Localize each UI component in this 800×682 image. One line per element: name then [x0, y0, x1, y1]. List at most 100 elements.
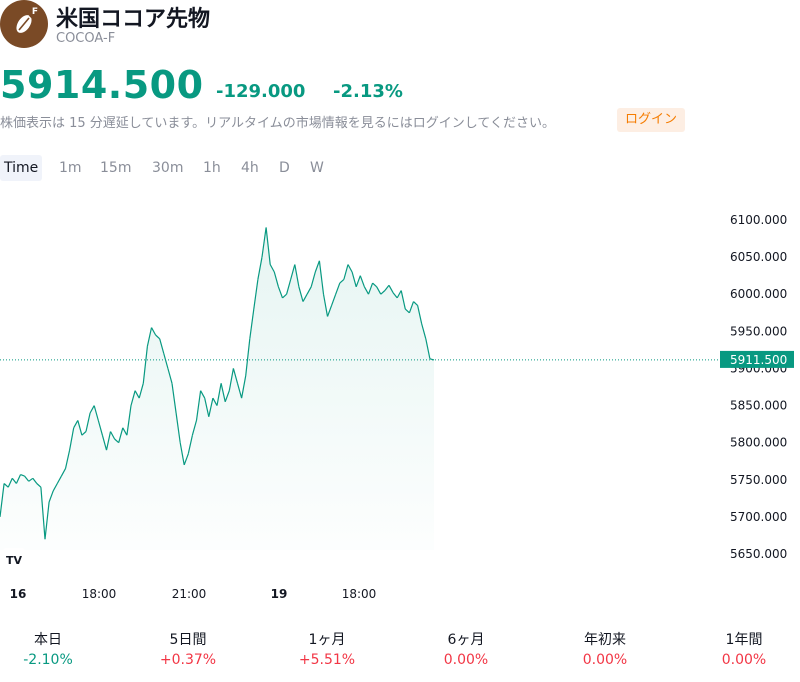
- price-line-segment: [183, 453, 189, 466]
- price-line-segment: [191, 420, 198, 436]
- price-line-segment: [359, 275, 365, 288]
- price-line-segment: [310, 271, 316, 287]
- price-line-segment: [249, 309, 255, 339]
- timeframe-1m[interactable]: 1m: [59, 160, 82, 176]
- price-line-segment: [302, 293, 308, 302]
- price-line-segment: [404, 308, 410, 314]
- y-tick-label: 5850.000: [730, 399, 787, 413]
- instrument-ticker: COCOA-F: [56, 31, 116, 46]
- period-change: +0.37%: [159, 652, 217, 668]
- price-line-segment: [253, 279, 259, 310]
- price-line-segment: [269, 264, 275, 273]
- price-line-segment: [351, 271, 357, 287]
- price-line-segment: [306, 286, 312, 295]
- price-line-segment: [408, 301, 415, 314]
- timeframe-w[interactable]: W: [310, 160, 324, 176]
- price-line-segment: [85, 412, 91, 432]
- price-line-segment: [339, 278, 345, 284]
- period-change: 0.00%: [443, 652, 489, 668]
- price-line-segment: [204, 397, 210, 417]
- price-line-segment: [347, 264, 353, 273]
- price-line-segment: [314, 260, 320, 273]
- price-line-segment: [167, 368, 173, 384]
- price-line-segment: [273, 271, 279, 287]
- price-line-segment: [208, 397, 214, 417]
- price-line-segment: [322, 294, 329, 317]
- price-line-segment: [109, 431, 116, 440]
- price-area: [0, 227, 434, 550]
- timeframe-d[interactable]: D: [279, 160, 290, 176]
- tradingview-logo[interactable]: TV: [3, 548, 25, 570]
- price-line-segment: [64, 449, 71, 469]
- price-line-segment: [343, 264, 349, 280]
- period-tab[interactable]: 5日間 +0.37%: [138, 630, 238, 670]
- period-tab[interactable]: 本日 -2.10%: [0, 630, 98, 670]
- price-line-segment: [146, 327, 153, 347]
- price-line-segment: [380, 290, 386, 295]
- price-line-segment: [20, 474, 25, 477]
- price-line-segment: [384, 284, 390, 291]
- price-chart[interactable]: 6100.0006050.0006000.0005950.0005900.000…: [0, 190, 800, 610]
- price-line-segment: [40, 487, 46, 540]
- period-tab[interactable]: 1ヶ月 +5.51%: [277, 630, 377, 670]
- price-line-segment: [228, 368, 234, 391]
- price-line-segment: [0, 483, 5, 517]
- y-tick-label: 5700.000: [730, 510, 787, 524]
- timeframe-15m[interactable]: 15m: [100, 160, 132, 176]
- price-line-segment: [44, 501, 50, 540]
- price-line-segment: [212, 397, 218, 406]
- price-line-segment: [216, 383, 222, 406]
- price-line-segment: [220, 383, 226, 402]
- price-line-segment: [163, 353, 169, 369]
- timeframe-4h[interactable]: 4h: [241, 160, 259, 176]
- price-line-segment: [421, 323, 427, 339]
- timeframe-1h[interactable]: 1h: [203, 160, 221, 176]
- price-line-segment: [97, 420, 103, 436]
- price-line-segment: [367, 282, 374, 295]
- period-label: 年初来: [584, 632, 626, 648]
- y-tick-label: 5800.000: [730, 436, 787, 450]
- period-label: 本日: [34, 632, 62, 648]
- price-line-segment: [36, 483, 42, 488]
- price-line-segment: [175, 412, 181, 443]
- timeframe-time[interactable]: Time: [0, 155, 43, 181]
- price-line-segment: [294, 264, 300, 287]
- period-tab[interactable]: 年初来 0.00%: [555, 630, 655, 670]
- price-line-segment: [318, 260, 325, 295]
- period-label: 1年間: [725, 632, 763, 648]
- price-line-segment: [286, 279, 292, 295]
- price-line-segment: [187, 435, 193, 454]
- price-line-segment: [73, 420, 79, 429]
- price-line-segment: [15, 474, 22, 484]
- login-button[interactable]: ログイン: [617, 108, 686, 132]
- delay-notice: 株価表示は 15 分遅延しています。リアルタイムの市場情報を見るにはログインして…: [0, 116, 555, 131]
- period-tab[interactable]: 6ヶ月 0.00%: [416, 630, 516, 670]
- y-tick-label: 6050.000: [730, 250, 787, 264]
- timeframe-30m[interactable]: 30m: [152, 160, 184, 176]
- price-line-segment: [134, 390, 140, 399]
- price-line-segment: [69, 427, 75, 451]
- tradingview-logo-text: TV: [6, 554, 23, 567]
- price-line-segment: [150, 327, 157, 336]
- cocoa-bean-icon: [16, 15, 32, 33]
- price-line-segment: [355, 275, 361, 288]
- price-line-segment: [241, 375, 247, 399]
- price-line-segment: [257, 256, 263, 280]
- price-line-segment: [363, 286, 370, 295]
- price-line-segment: [32, 477, 38, 484]
- price-line-segment: [118, 427, 124, 443]
- period-tab[interactable]: 1年間 0.00%: [694, 630, 794, 670]
- x-tick-label: 16: [10, 587, 27, 601]
- price-line-segment: [28, 477, 34, 482]
- price-line-segment: [388, 285, 394, 293]
- y-tick-label: 6000.000: [730, 287, 787, 301]
- price-line-segment: [425, 338, 431, 359]
- price-line-segment: [392, 292, 398, 299]
- period-label: 6ヶ月: [447, 632, 485, 648]
- price-line-segment: [200, 390, 206, 399]
- price-line-segment: [195, 390, 202, 421]
- price-line-segment: [298, 286, 304, 302]
- price-line-segment: [7, 478, 13, 488]
- x-tick-label: 19: [271, 587, 288, 601]
- period-label: 5日間: [169, 632, 207, 648]
